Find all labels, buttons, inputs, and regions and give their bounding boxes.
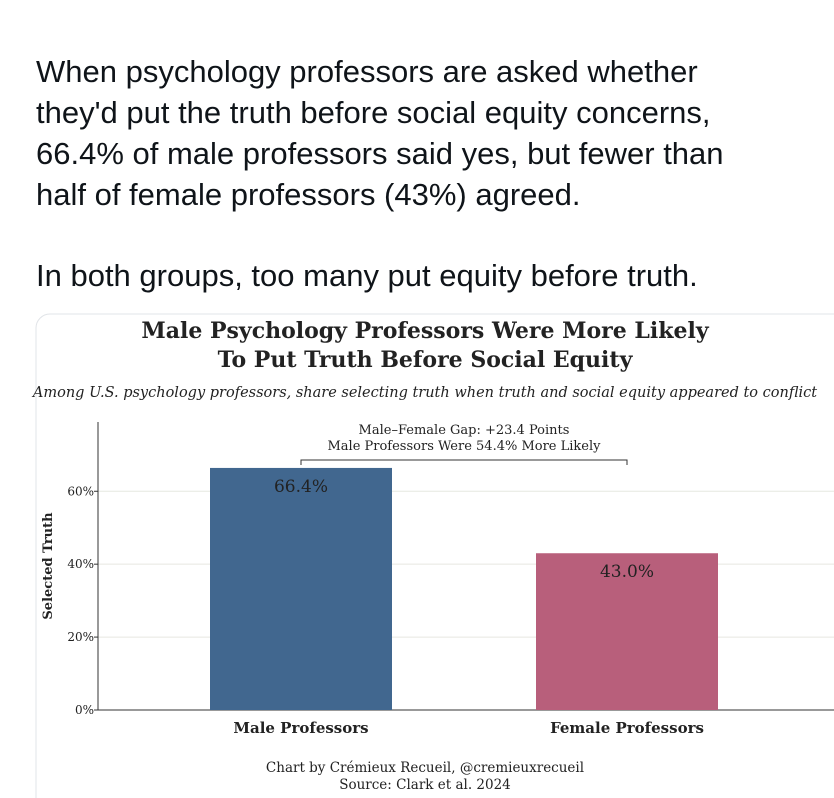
x-tick-label: Male Professors [233,719,368,737]
tweet-text: half of female professors (43%) agreed. [36,177,581,212]
bar [210,467,392,710]
chart-title: To Put Truth Before Social Equity [218,347,634,373]
value-label: 66.4% [274,477,328,497]
chart-subtitle: Among U.S. psychology professors, share … [31,385,817,401]
tweet-text: they'd put the truth before social equit… [36,95,711,130]
x-tick-label: Female Professors [550,719,704,737]
annotation: Male Professors Were 54.4% More Likely [327,439,601,454]
tweet-text: When psychology professors are asked whe… [36,54,698,89]
annotation: Male–Female Gap: +23.4 Points [359,423,570,438]
credit: Chart by Crémieux Recueil, @cremieuxrecu… [266,760,584,776]
credit: Source: Clark et al. 2024 [339,777,511,793]
y-tick-label: 60% [67,484,94,498]
value-label: 43.0% [600,562,654,582]
y-axis-label: Selected Truth [41,512,56,620]
y-tick-label: 0% [75,703,94,717]
gap-bracket [300,459,628,465]
tweet-text: In both groups, too many put equity befo… [36,258,698,293]
tweet-text: 66.4% of male professors said yes, but f… [36,136,724,171]
y-tick-label: 20% [67,630,94,644]
bar [536,553,718,710]
chart-title: Male Psychology Professors Were More Lik… [141,318,709,344]
y-tick-label: 40% [67,557,94,571]
